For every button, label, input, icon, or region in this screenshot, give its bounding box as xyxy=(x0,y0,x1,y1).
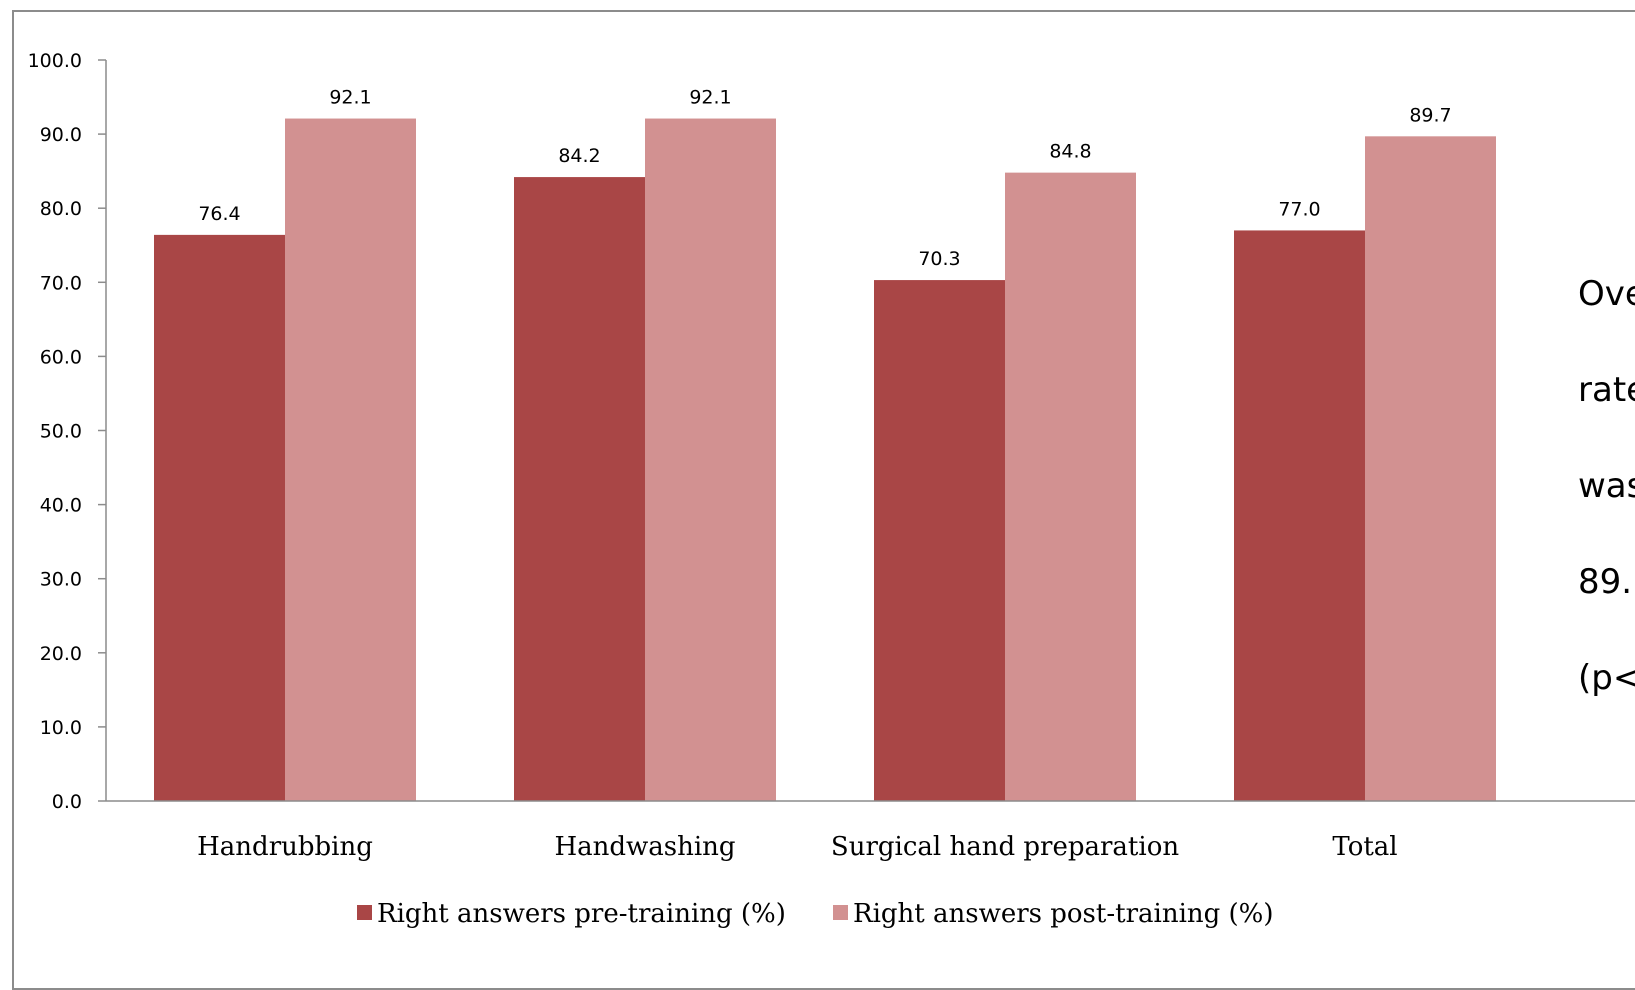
side-note-line: was xyxy=(1578,466,1635,506)
bar xyxy=(285,118,416,801)
x-tick-label: Total xyxy=(1332,832,1397,862)
x-axis: Handrubbing Handwashing Surgical hand prep… xyxy=(106,800,1635,862)
bar xyxy=(514,177,645,801)
legend: Right answers pre-training (%) Right answ… xyxy=(357,899,1274,929)
data-label: 92.1 xyxy=(329,87,371,109)
data-label: 77.0 xyxy=(1278,198,1320,220)
bar xyxy=(1234,230,1365,801)
data-label: 70.3 xyxy=(918,248,960,270)
y-tick-label: 80.0 xyxy=(40,198,82,220)
side-note-text: Ove rate was 89. (p< xyxy=(1578,222,1635,750)
bar xyxy=(874,280,1005,801)
legend-swatch xyxy=(833,905,848,920)
bar xyxy=(154,234,285,802)
y-tick-label: 70.0 xyxy=(40,272,82,294)
data-label: 76.4 xyxy=(198,203,240,225)
bar xyxy=(645,118,776,801)
y-tick-label: 50.0 xyxy=(40,421,82,443)
data-label: 92.1 xyxy=(689,87,731,109)
x-tick-label: Handwashing xyxy=(554,832,735,862)
legend-swatch xyxy=(357,905,372,920)
legend-label: Right answers pre-training (%) xyxy=(377,899,786,929)
y-tick-label: 90.0 xyxy=(40,124,82,146)
y-tick-label: 30.0 xyxy=(40,569,82,591)
y-tick-label: 0.0 xyxy=(52,791,82,813)
data-label: 84.2 xyxy=(558,145,600,167)
y-tick-label: 10.0 xyxy=(40,717,82,739)
bars-group: 76.4 92.1 84.2 92.1 70.3 84.8 77.0 89.7 xyxy=(154,87,1496,802)
y-tick-label: 20.0 xyxy=(40,643,82,665)
bar xyxy=(1005,172,1136,801)
data-label: 84.8 xyxy=(1049,141,1091,163)
y-tick-label: 100.0 xyxy=(28,50,82,72)
x-tick-label: Handrubbing xyxy=(197,832,373,862)
side-note-line: Ove xyxy=(1578,274,1635,314)
data-label: 89.7 xyxy=(1409,104,1451,126)
bar xyxy=(1365,136,1496,801)
y-tick-label: 40.0 xyxy=(40,495,82,517)
side-note-line: 89. xyxy=(1578,562,1633,602)
y-tick-label: 60.0 xyxy=(40,346,82,368)
x-tick-label: Surgical hand preparation xyxy=(831,832,1179,862)
side-note-line: (p< xyxy=(1578,658,1635,698)
legend-label: Right answers post-training (%) xyxy=(853,899,1274,929)
y-axis: 0.0 10.0 20.0 30.0 40.0 50.0 60.0 70.0 80.0 90.0 1… xyxy=(28,50,107,813)
side-note-line: rate xyxy=(1578,370,1635,410)
